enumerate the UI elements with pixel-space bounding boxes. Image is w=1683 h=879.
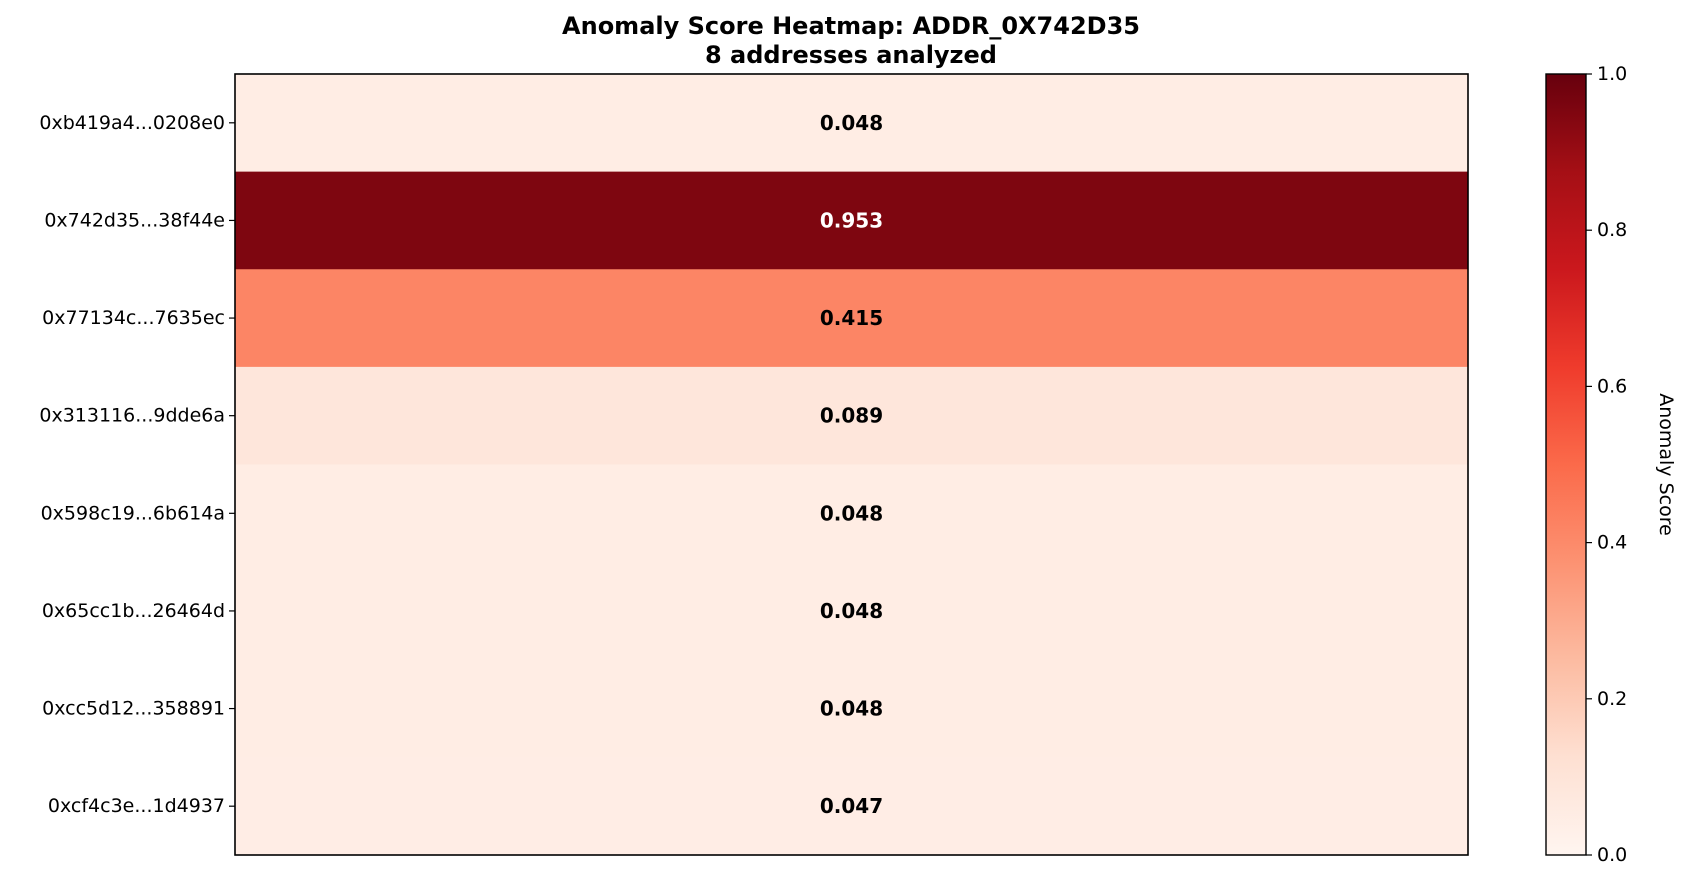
row-tick-label: 0x77134c...7635ec bbox=[42, 307, 225, 329]
colorbar-tick-label: 0.0 bbox=[1597, 844, 1627, 866]
heatmap-cell bbox=[235, 171, 1468, 270]
cell-value-label: 0.048 bbox=[820, 501, 883, 525]
heatmap-cell bbox=[235, 464, 1468, 563]
row-tick-label: 0x65cc1b...26464d bbox=[42, 600, 225, 622]
cell-value-label: 0.415 bbox=[820, 306, 883, 330]
row-tick-labels: 0xb419a4...0208e0 0x742d35...38f44e 0x7713… bbox=[39, 112, 235, 817]
heatmap-cell bbox=[235, 269, 1468, 368]
colorbar-tick-label: 0.2 bbox=[1597, 688, 1627, 710]
chart-title: Anomaly Score Heatmap: ADDR_0X742D35 bbox=[562, 12, 1140, 40]
colorbar-label: Anomaly Score bbox=[1655, 393, 1677, 536]
heatmap-cells bbox=[235, 74, 1468, 856]
row-tick-label: 0x598c19...6b614a bbox=[41, 502, 225, 524]
heatmap-cell bbox=[235, 74, 1468, 173]
colorbar-tick-label: 0.4 bbox=[1597, 532, 1627, 554]
row-tick-label: 0xb419a4...0208e0 bbox=[39, 112, 225, 134]
heatmap-cell bbox=[235, 562, 1468, 661]
heatmap-cell bbox=[235, 659, 1468, 758]
cell-value-label: 0.047 bbox=[820, 794, 883, 818]
cell-value-label: 0.048 bbox=[820, 111, 883, 135]
row-tick-label: 0x742d35...38f44e bbox=[44, 209, 225, 231]
cell-value-label: 0.953 bbox=[820, 208, 883, 232]
heatmap-cell bbox=[235, 757, 1468, 856]
row-tick-label: 0xcc5d12...358891 bbox=[42, 698, 225, 720]
colorbar-tick-label: 0.8 bbox=[1597, 219, 1627, 241]
cell-value-labels: 0.048 0.953 0.415 0.089 0.048 0.048 0.048 0.047 bbox=[820, 111, 883, 818]
cell-value-label: 0.089 bbox=[820, 404, 883, 428]
colorbar-ticks: 0.0 0.2 0.4 0.6 0.8 1.0 bbox=[1586, 63, 1627, 866]
colorbar-tick-label: 0.6 bbox=[1597, 375, 1627, 397]
chart-subtitle: 8 addresses analyzed bbox=[705, 41, 997, 69]
plot-frame bbox=[234, 73, 1469, 856]
row-tick-label: 0xcf4c3e...1d4937 bbox=[48, 795, 225, 817]
row-tick-label: 0x313116...9dde6a bbox=[39, 405, 225, 427]
cell-value-label: 0.048 bbox=[820, 697, 883, 721]
heatmap-cell bbox=[235, 366, 1468, 465]
cell-value-label: 0.048 bbox=[820, 599, 883, 623]
colorbar-tick-label: 1.0 bbox=[1597, 63, 1627, 85]
colorbar bbox=[1545, 73, 1587, 856]
